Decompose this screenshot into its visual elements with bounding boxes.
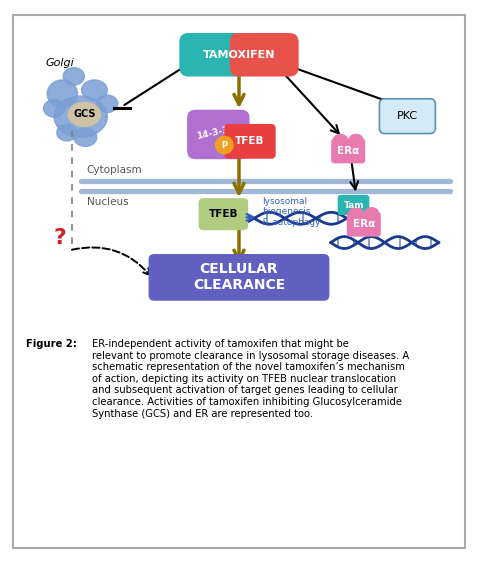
FancyBboxPatch shape bbox=[230, 33, 299, 77]
Text: ERα: ERα bbox=[353, 219, 375, 229]
Ellipse shape bbox=[57, 124, 77, 141]
Text: P: P bbox=[221, 141, 228, 150]
FancyArrowPatch shape bbox=[72, 247, 150, 275]
Text: PKC: PKC bbox=[397, 111, 418, 121]
FancyBboxPatch shape bbox=[199, 198, 248, 230]
Text: Figure 2:: Figure 2: bbox=[26, 339, 77, 349]
Text: GCS: GCS bbox=[73, 109, 96, 119]
Circle shape bbox=[216, 136, 233, 154]
Text: Cytoplasm: Cytoplasm bbox=[87, 165, 142, 175]
FancyBboxPatch shape bbox=[331, 138, 365, 163]
Text: TAMOXIFEN: TAMOXIFEN bbox=[203, 50, 275, 60]
FancyBboxPatch shape bbox=[179, 33, 248, 77]
Ellipse shape bbox=[68, 102, 100, 126]
Text: TFEB: TFEB bbox=[235, 136, 265, 146]
Ellipse shape bbox=[349, 208, 363, 219]
Text: TFEB: TFEB bbox=[209, 209, 238, 219]
Ellipse shape bbox=[43, 100, 65, 117]
FancyBboxPatch shape bbox=[187, 110, 250, 159]
Text: Tam: Tam bbox=[343, 200, 364, 209]
Ellipse shape bbox=[349, 135, 363, 145]
Ellipse shape bbox=[63, 68, 84, 85]
Ellipse shape bbox=[82, 80, 107, 100]
Ellipse shape bbox=[74, 128, 97, 146]
Ellipse shape bbox=[365, 208, 379, 219]
Text: ER-independent activity of tamoxifen that might be
relevant to promote clearance: ER-independent activity of tamoxifen tha… bbox=[92, 339, 409, 418]
Text: lysosomal
biogenesis
& autophagy: lysosomal biogenesis & autophagy bbox=[262, 197, 320, 227]
Text: CELLULAR
CLEARANCE: CELLULAR CLEARANCE bbox=[193, 262, 285, 292]
Text: 14-3-3: 14-3-3 bbox=[196, 126, 229, 141]
Ellipse shape bbox=[97, 95, 118, 113]
Text: Golgi: Golgi bbox=[46, 57, 75, 68]
FancyBboxPatch shape bbox=[224, 124, 276, 159]
FancyBboxPatch shape bbox=[347, 212, 381, 236]
FancyBboxPatch shape bbox=[337, 195, 369, 215]
Ellipse shape bbox=[47, 80, 77, 108]
FancyBboxPatch shape bbox=[149, 254, 329, 301]
Ellipse shape bbox=[334, 135, 348, 145]
Text: ?: ? bbox=[54, 228, 66, 248]
Text: Nucleus: Nucleus bbox=[87, 196, 129, 207]
Ellipse shape bbox=[54, 96, 107, 137]
FancyBboxPatch shape bbox=[380, 99, 435, 133]
Text: ERα: ERα bbox=[337, 146, 359, 156]
